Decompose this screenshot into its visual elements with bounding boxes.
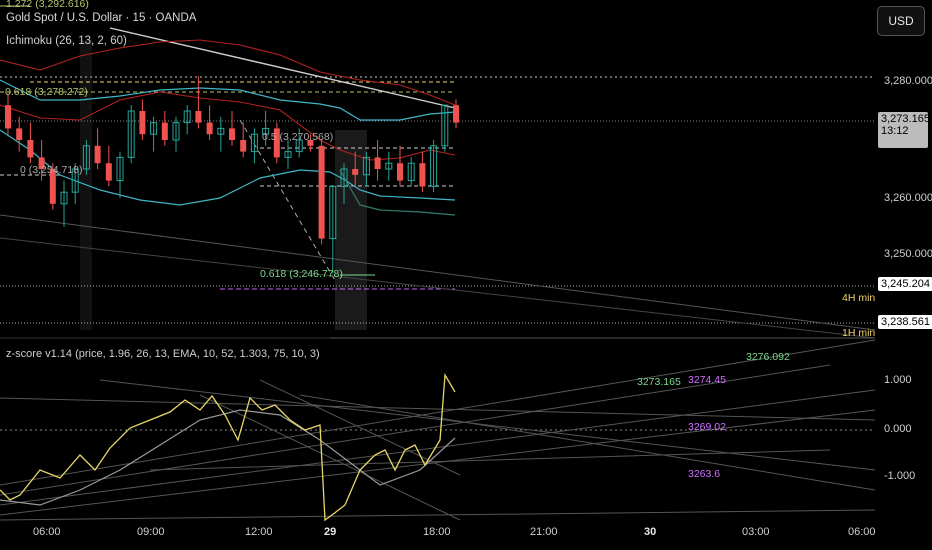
time-tick: 29 [324, 526, 337, 538]
candle-body [329, 185, 337, 240]
candle-body [229, 128, 235, 140]
indicator-label: Ichimoku (26, 13, 2, 60) [6, 35, 127, 47]
ma-line [109, 27, 456, 109]
time-tick: 18:00 [423, 526, 451, 538]
candle-body [307, 140, 314, 146]
fib-label: 0.618 (3,246.778) [260, 268, 343, 280]
zscore-title: z-score v1.14 (price, 1.96, 26, 13, EMA,… [6, 348, 320, 360]
candle-body [127, 110, 135, 158]
bar-countdown: 13:12 [881, 125, 909, 137]
candle-body [71, 168, 79, 193]
ichimoku-red-line-2 [0, 91, 456, 161]
zscore-tick: -1.000 [884, 470, 916, 482]
time-tick: 09:00 [137, 526, 165, 538]
candle-body [340, 168, 348, 187]
min4h-label: 4H min [842, 292, 876, 304]
candle-body [94, 145, 101, 164]
time-tick: 06:00 [848, 526, 876, 538]
price-tick: 3,250.000 [884, 248, 932, 260]
candle-body [139, 111, 146, 135]
min4h-price-tag: 3,245.204 [878, 277, 932, 291]
candle-body [430, 145, 438, 187]
current-price: 3,273.165 [881, 113, 930, 125]
candle-body [295, 139, 303, 153]
candle-body [49, 169, 56, 204]
upper-band [0, 79, 456, 121]
candle-body [240, 140, 247, 152]
candle-body [150, 122, 158, 135]
session-highlight [335, 130, 367, 330]
currency-button[interactable]: USD [877, 6, 925, 36]
price-tick: 3,280.000 [884, 75, 932, 87]
zscore-tick: 0.000 [884, 423, 912, 435]
candle-body [60, 191, 68, 205]
candle-body [385, 162, 393, 170]
fib-label: 0.5 (3,270.568) [262, 131, 334, 143]
candle-body [362, 156, 370, 176]
candle-body [5, 105, 11, 129]
fib-label: 0 (3,254.718) [20, 164, 83, 176]
candle-body [172, 122, 180, 141]
candle-body [116, 156, 124, 182]
zscore-level: 3273.165 [637, 376, 681, 388]
candle-body [27, 140, 34, 158]
candles [5, 76, 459, 274]
trend-line [0, 214, 876, 331]
candle-body [453, 105, 459, 123]
candle-body [250, 133, 258, 153]
candle-body [217, 127, 225, 135]
zscore-level: 3263.6 [688, 468, 721, 480]
candle-body [16, 128, 23, 140]
time-tick: 03:00 [742, 526, 770, 538]
min1h-label: 1H min [842, 327, 876, 339]
ichimoku-cloud-line [339, 169, 456, 216]
candle-body [318, 145, 325, 239]
candle-body [82, 145, 90, 170]
fib-diagonal [239, 119, 337, 283]
zscore-level: 3274.45 [688, 374, 726, 386]
zscore-level: 3269.02 [688, 421, 726, 433]
candle-body [161, 122, 168, 140]
candle-body [441, 104, 449, 147]
zscore-line [0, 372, 456, 522]
min1h-price-tag: 3,238.561 [878, 315, 932, 329]
chart-title: Gold Spot / U.S. Dollar · 15 · OANDA [6, 12, 197, 24]
zscore-tick: 1.000 [884, 374, 912, 386]
candle-body [262, 127, 270, 135]
time-tick: 21:00 [530, 526, 558, 538]
time-tick: 12:00 [245, 526, 273, 538]
current-price-tag: 3,273.165 13:12 [878, 112, 930, 148]
candle-body [374, 157, 381, 169]
candle-body [195, 111, 202, 123]
ichimoku-red-line [0, 39, 456, 106]
time-tick: 06:00 [33, 526, 61, 538]
trend-line [0, 237, 876, 339]
candle-body [38, 157, 45, 169]
candle-body [273, 128, 280, 158]
candle-body [419, 163, 426, 187]
candle-body [284, 151, 292, 158]
zscore-level: 3276.092 [746, 351, 790, 363]
zscore-fan-lines [0, 337, 876, 521]
zscore-signal-line [0, 409, 456, 506]
candle-body [105, 163, 112, 181]
candle-body [397, 163, 403, 181]
fib-top-label: 1.272 (3,292.616) [6, 0, 89, 10]
price-tick: 3,260.000 [884, 192, 932, 204]
candle-body [206, 122, 213, 135]
candle-body [352, 169, 359, 175]
candle-body [407, 162, 415, 182]
fib-label: 0.618 (3,278.272) [5, 86, 88, 98]
lower-band [0, 129, 456, 206]
time-tick: 30 [644, 526, 657, 538]
candle-body [183, 110, 191, 124]
